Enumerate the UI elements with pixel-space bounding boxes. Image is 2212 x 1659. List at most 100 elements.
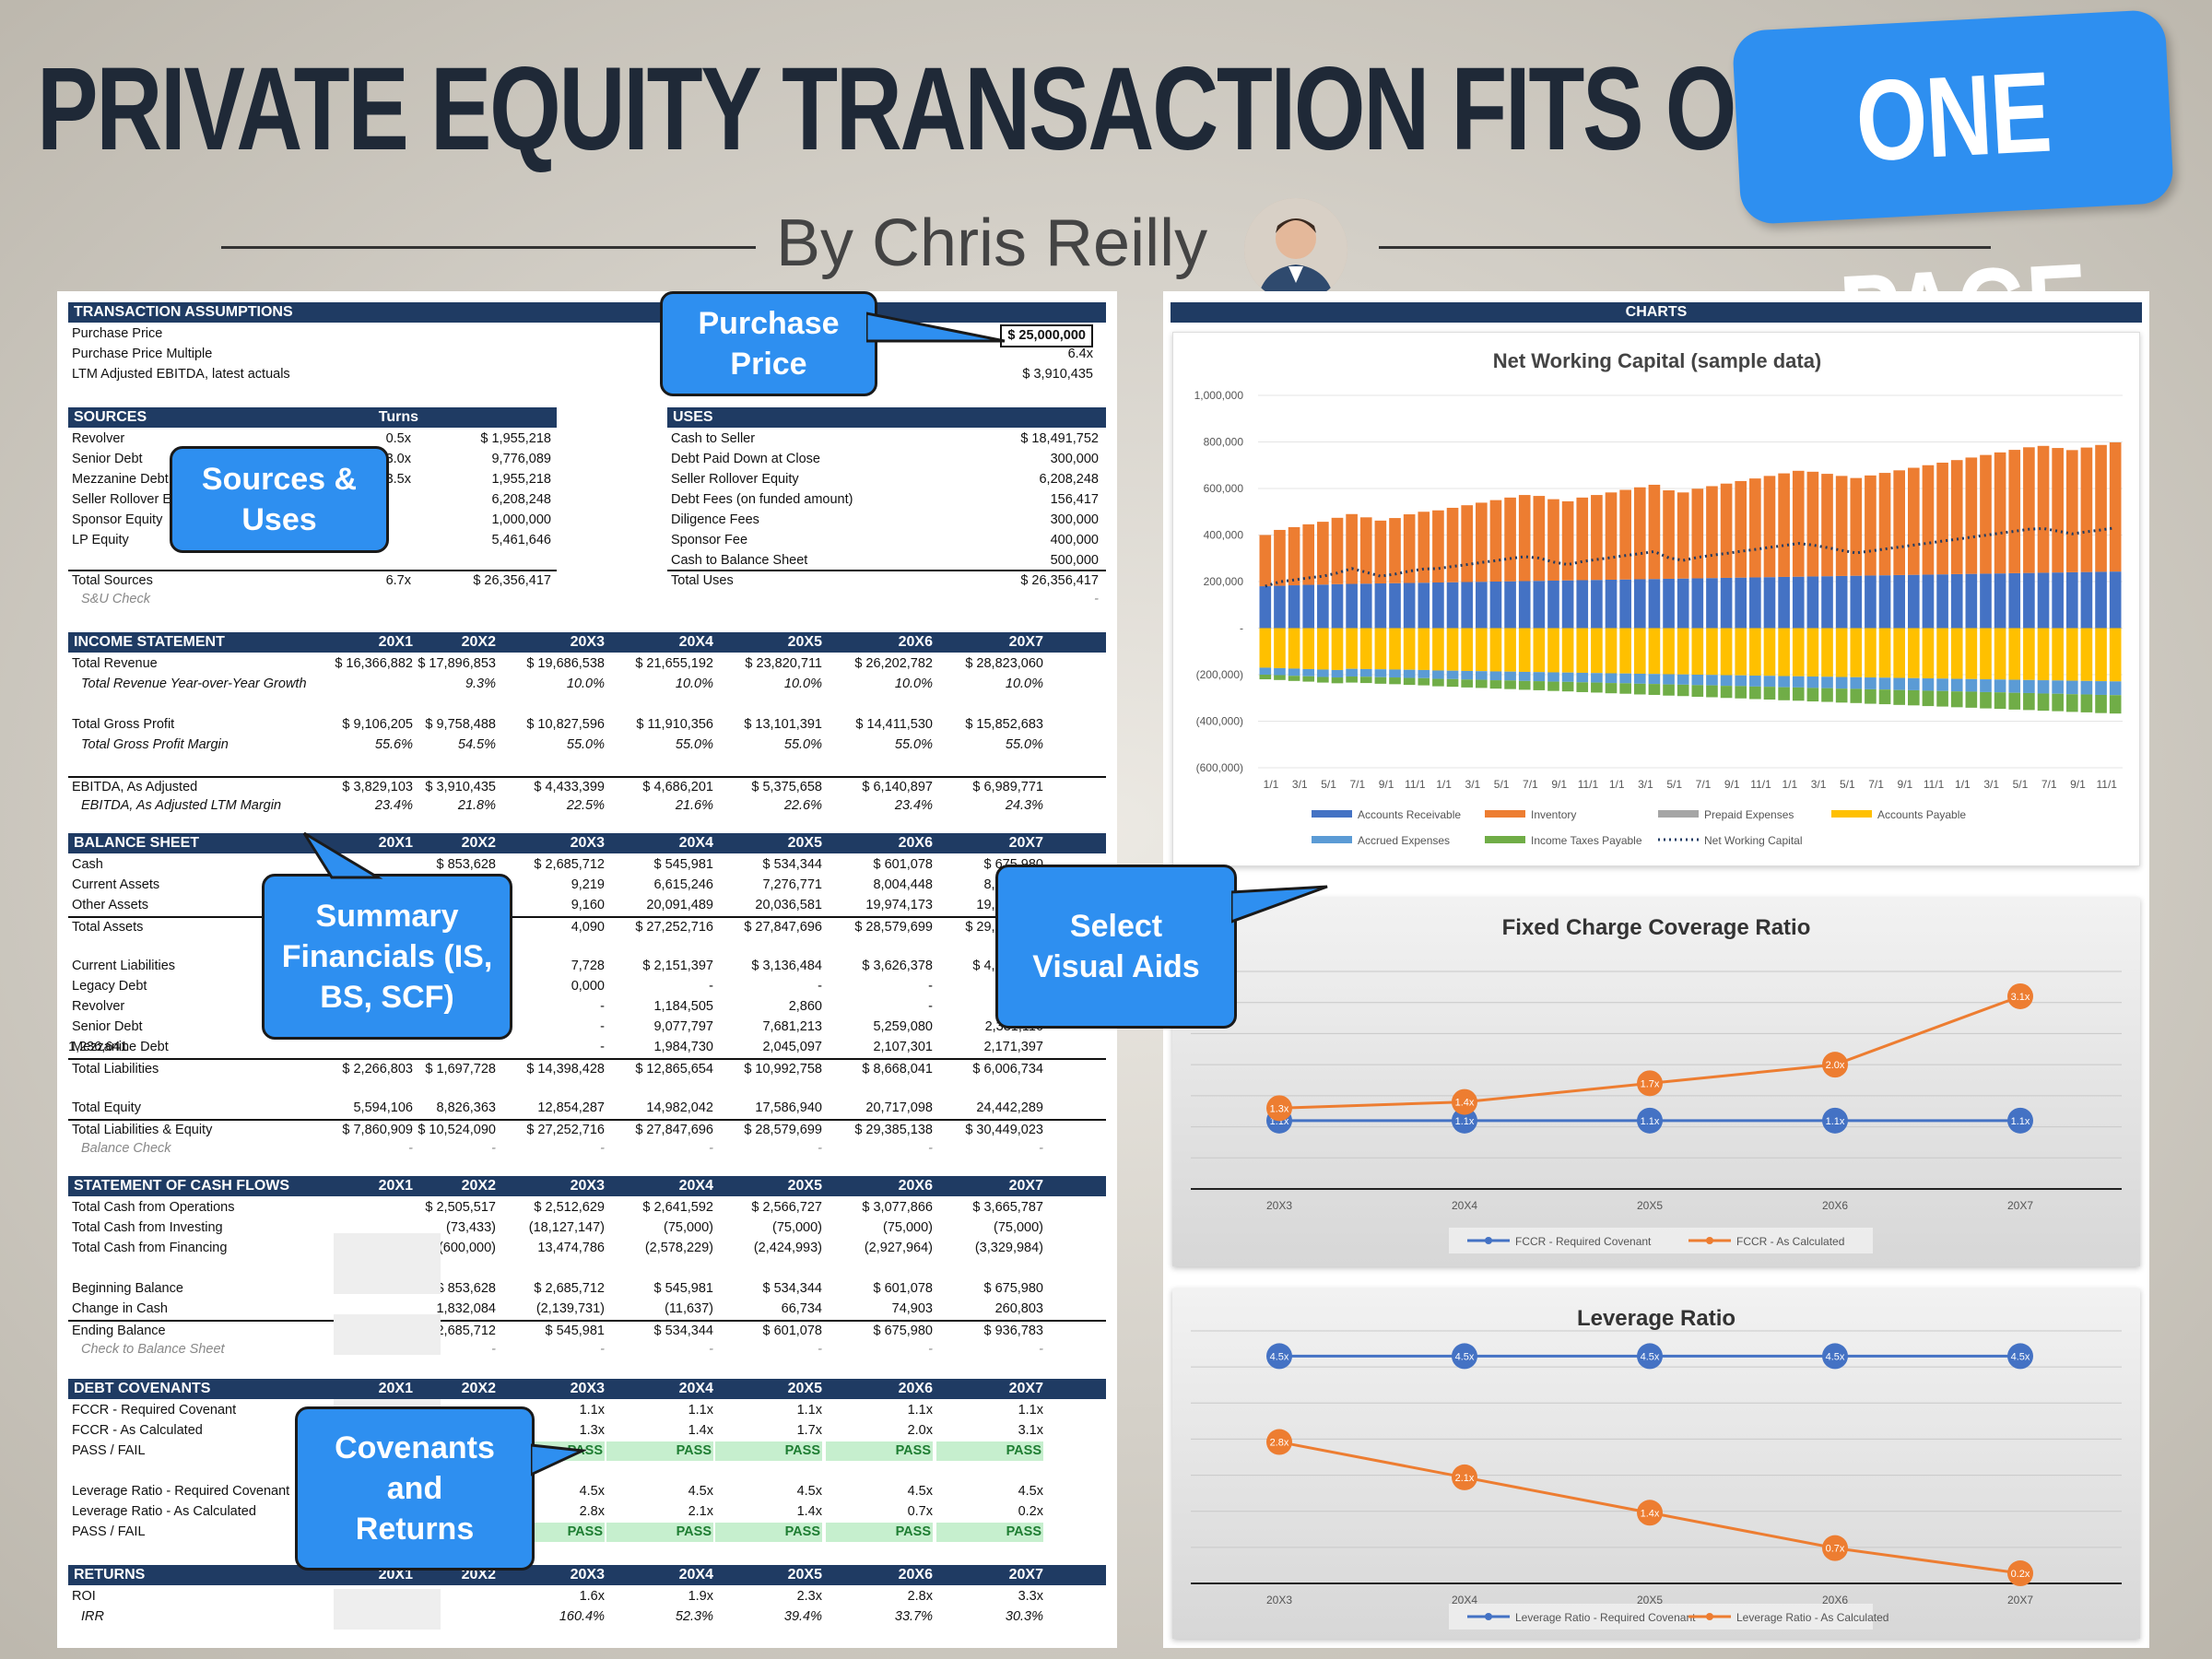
income-cell: 22.5%: [566, 798, 605, 813]
cashflow-cell: 13,474,786: [537, 1241, 605, 1255]
bar-segment: [2037, 572, 2050, 629]
cashflow-cell: (75,000): [993, 1220, 1043, 1235]
leverage-chart: Leverage Ratio 20X3 20X4 20X5 20X6 20X7 4.5x 4.…: [1191, 1306, 2122, 1630]
balance-cell: -: [600, 1019, 605, 1034]
bar-segment: [1994, 679, 2006, 693]
bar-segment: [1561, 580, 1574, 629]
bar-segment: [1893, 689, 1905, 705]
covenants-year: 20X4: [678, 1381, 713, 1396]
bar-segment: [1547, 628, 1559, 673]
bar-segment: [1806, 688, 1819, 702]
x-tick-label: 3/1: [1292, 778, 1308, 791]
cashflow-row: Total Cash from Operations $ 2,505,517 $ 2…: [68, 1198, 1106, 1218]
use-value: 156,417: [1050, 492, 1099, 507]
bar-segment: [1389, 677, 1401, 685]
bar-segment: [1908, 689, 1920, 706]
data-point: [1637, 1107, 1663, 1134]
bar-segment: [1518, 495, 1531, 582]
bar-segment: [1821, 677, 1833, 688]
bar-segment: [1432, 582, 1444, 629]
income-label: Total Revenue Year-over-Year Growth: [81, 677, 307, 691]
right-rule: [1379, 246, 1991, 249]
y-tick-label: (600,000): [1196, 761, 1243, 774]
balance-row: [68, 1078, 1106, 1098]
x-tick-label: 3/1: [1465, 778, 1481, 791]
bar-segment: [2095, 694, 2107, 713]
gray-cell: [334, 1233, 441, 1294]
legend-marker: [1706, 1613, 1713, 1620]
income-cell: 10.0%: [894, 677, 933, 691]
bar-segment: [1663, 628, 1675, 675]
bar-segment: [1706, 685, 1718, 698]
bar-segment: [1605, 579, 1618, 629]
y-tick-label: 800,000: [1204, 436, 1244, 449]
cashflow-row: Beginning Balance $ 853,628 $ 2,685,712 $ 5…: [68, 1279, 1106, 1299]
cashflow-cell: $ 936,783: [983, 1324, 1043, 1338]
bar-segment: [1749, 686, 1761, 700]
use-value: 300,000: [1050, 452, 1099, 466]
balance-row: Cash $ 853,628 $ 2,685,712 $ 545,981 $ 534,3…: [68, 855, 1106, 875]
balance-cell: 20,091,489: [646, 898, 713, 912]
balance-cell: -: [600, 999, 605, 1014]
balance-label: Legacy Debt: [72, 979, 147, 994]
balance-cell: $ 3,136,484: [751, 959, 822, 973]
balance-cell: 14,982,042: [646, 1100, 713, 1115]
covenants-cell: 1.1x: [1018, 1403, 1043, 1418]
covenants-cell: PASS: [936, 1523, 1043, 1542]
balance-cell: $ 1,697,728: [425, 1062, 496, 1077]
bar-segment: [1878, 689, 1891, 705]
covenants-year: 20X6: [898, 1381, 933, 1396]
income-label: Total Gross Profit: [72, 717, 175, 732]
data-label: 1.7x: [1641, 1078, 1660, 1089]
balance-cell: $ 27,252,716: [526, 1123, 605, 1137]
balance-label: Mezzanine Debt: [72, 1040, 169, 1054]
bar-segment: [1965, 457, 1978, 574]
income-cell: $ 4,433,399: [534, 780, 605, 794]
x-tick-label: 7/1: [1349, 778, 1365, 791]
legend-box: [1449, 1228, 1873, 1253]
x-tick-label: 11/1: [1750, 778, 1771, 791]
cashflow-row: Ending Balance$ 853,628$ 2,685,712$ 545,…: [68, 1320, 1106, 1339]
cashflow-label: Ending Balance: [72, 1324, 166, 1338]
bar-segment: [1576, 672, 1589, 683]
bar-segment: [2052, 572, 2064, 629]
cashflow-year: 20X5: [787, 1178, 822, 1194]
income-title: INCOME STATEMENT: [74, 634, 225, 650]
data-label: 2.0x: [1826, 1060, 1845, 1071]
income-cell: 24.3%: [1005, 798, 1043, 813]
data-point: [1822, 1107, 1848, 1134]
bar-segment: [2037, 445, 2050, 573]
use-value: 6,208,248: [1039, 472, 1099, 487]
bar-segment: [1591, 673, 1603, 683]
uses-total-value: $ 26,356,417: [1020, 573, 1099, 588]
legend-marker: [1485, 1237, 1492, 1244]
uses-total-row: Total Uses $ 26,356,417: [667, 570, 1106, 589]
bar-segment: [1950, 691, 1963, 708]
balance-cell: 24,442,289: [976, 1100, 1043, 1115]
income-row: Total Gross Profit $ 9,106,205 $ 9,758,488…: [68, 715, 1106, 735]
bar-segment: [1518, 671, 1531, 681]
source-label: Revolver: [72, 431, 125, 446]
covenants-label: FCCR - As Calculated: [72, 1423, 203, 1438]
bar-segment: [1605, 628, 1618, 674]
callout-visual-aids: Select Visual Aids: [995, 865, 1237, 1029]
bar-segment: [2065, 628, 2078, 681]
bar-segment: [1605, 673, 1618, 684]
bar-segment: [1735, 480, 1747, 578]
cashflow-cell: $ 2,685,712: [425, 1324, 496, 1338]
balance-row: Current Liabilities 7,728 $ 2,151,397 $ 3,1…: [68, 957, 1106, 976]
returns-title: RETURNS: [74, 1567, 146, 1583]
cashflow-cell: 66,734: [781, 1301, 822, 1316]
bar-segment: [1346, 677, 1358, 683]
income-cell: 55.0%: [566, 737, 605, 752]
bar-segment: [2065, 571, 2078, 629]
balance-cell: -: [600, 1040, 605, 1054]
legend-label: Accounts Receivable: [1358, 808, 1461, 821]
x-tick-label: 1/1: [1609, 778, 1625, 791]
bar-segment: [1331, 628, 1344, 670]
legend-label: Accrued Expenses: [1358, 834, 1450, 847]
balance-cell: 5,259,080: [873, 1019, 933, 1034]
bar-segment: [1547, 580, 1559, 629]
cashflow-cell: $ 534,344: [762, 1281, 822, 1296]
bar-segment: [1274, 585, 1286, 629]
